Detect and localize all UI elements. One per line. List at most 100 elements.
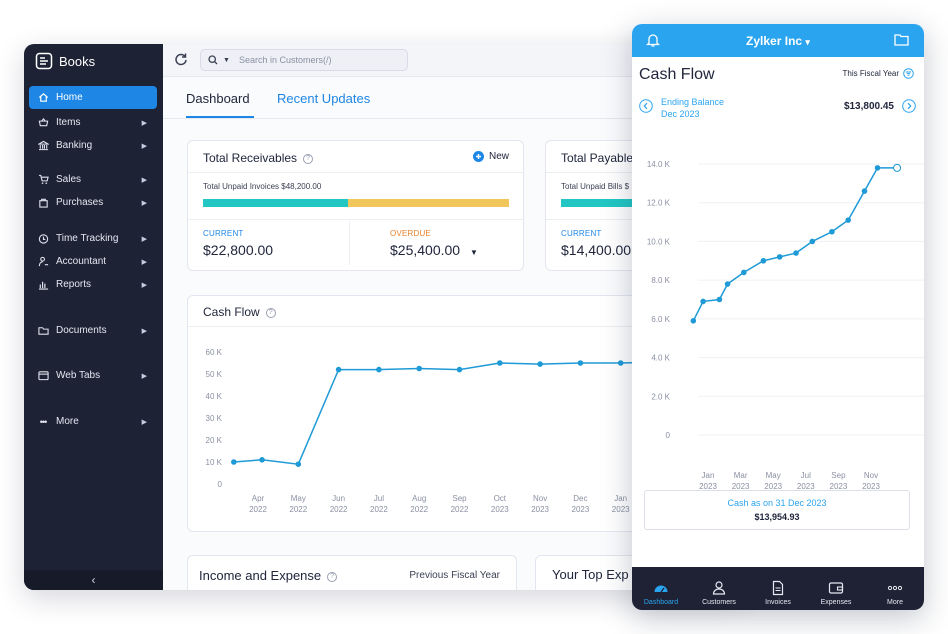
x-tick-label: Sep xyxy=(831,471,846,480)
tab-recent-updates[interactable]: Recent Updates xyxy=(277,91,370,106)
previous-period-icon[interactable] xyxy=(639,99,653,118)
ending-balance-amount: $13,800.45 xyxy=(843,101,894,112)
dashboard-icon xyxy=(632,580,690,596)
help-icon[interactable]: ? xyxy=(327,571,338,582)
x-tick-year-label: 2022 xyxy=(330,505,348,514)
tab-dashboard[interactable]: Dashboard xyxy=(186,91,250,106)
data-point xyxy=(874,165,881,171)
x-tick-label: May xyxy=(766,471,781,480)
data-point xyxy=(259,457,265,463)
mobile-cash-flow-title: Cash Flow xyxy=(639,66,715,83)
mobile-tab-label: Customers xyxy=(702,599,736,606)
folder-icon[interactable] xyxy=(894,33,909,51)
fiscal-period-label: This Fiscal Year xyxy=(842,69,899,78)
income-expense-card: Income and Expense? Previous Fiscal Year xyxy=(187,555,517,590)
sidebar-item-label: Reports xyxy=(56,279,92,290)
x-tick-label: Jul xyxy=(801,471,811,480)
bell-icon[interactable] xyxy=(645,32,661,53)
x-tick-label: Apr xyxy=(252,494,265,503)
company-switcher[interactable]: Zylker Inc ▾ xyxy=(632,34,924,48)
amount-divider xyxy=(349,221,350,265)
fiscal-period-filter[interactable]: This Fiscal Year xyxy=(843,68,914,79)
ending-balance-label: Ending Balance xyxy=(661,97,725,107)
sidebar-item-web-tabs[interactable]: Web Tabs ▶ xyxy=(29,364,157,387)
refresh-icon[interactable] xyxy=(174,52,188,71)
data-point xyxy=(376,366,382,373)
mobile-tab-dashboard[interactable]: Dashboard xyxy=(632,580,690,606)
payables-current-label: CURRENT xyxy=(561,229,602,238)
data-point xyxy=(537,361,543,367)
chevron-right-icon: ▶ xyxy=(141,142,147,150)
sidebar-item-accountant[interactable]: Accountant ▶ xyxy=(29,250,157,273)
sidebar-item-sales[interactable]: Sales ▶ xyxy=(29,168,157,191)
period-selector[interactable]: Previous Fiscal Year xyxy=(409,570,500,581)
sidebar-item-label: Home xyxy=(56,92,83,103)
sidebar-item-documents[interactable]: Documents ▶ xyxy=(29,319,157,342)
y-tick-label: 60 K xyxy=(206,348,223,357)
sidebar-item-more[interactable]: ••• More ▶ xyxy=(29,410,157,433)
mobile-tab-customers[interactable]: Customers xyxy=(690,580,748,606)
ending-balance-period: Dec 2023 xyxy=(661,109,700,119)
sidebar-item-items[interactable]: Items ▶ xyxy=(29,111,157,134)
more-dots-icon xyxy=(866,580,924,596)
chevron-right-icon: ▶ xyxy=(141,119,147,127)
cash-as-on-box: Cash as on 31 Dec 2023 $13,954.93 xyxy=(644,490,910,530)
brand[interactable]: Books xyxy=(35,52,95,70)
y-tick-label: 2.0 K xyxy=(651,392,670,401)
data-point xyxy=(700,298,706,305)
data-point xyxy=(617,360,624,366)
search-filter-caret-icon[interactable]: ▼ xyxy=(223,56,230,64)
cash-flow-title: Cash Flow? xyxy=(203,305,276,319)
cash-flow-line xyxy=(233,361,662,466)
caret-down-icon: ▼ xyxy=(469,248,478,257)
mobile-tab-invoices[interactable]: Invoices xyxy=(749,580,807,606)
books-logo-icon xyxy=(35,52,53,70)
new-receivable-button[interactable]: New xyxy=(472,151,509,162)
help-icon[interactable]: ? xyxy=(303,153,314,164)
mobile-tab-more[interactable]: More xyxy=(866,580,924,606)
next-period-icon[interactable] xyxy=(902,99,916,118)
mobile-tab-bar: Dashboard Customers Invoices Expenses Mo… xyxy=(632,567,924,610)
data-point xyxy=(776,254,783,260)
income-expense-title: Income and Expense? xyxy=(199,568,338,583)
sidebar-item-home[interactable]: Home xyxy=(29,86,157,109)
data-point xyxy=(577,360,584,366)
x-tick-year-label: 2022 xyxy=(451,505,469,514)
cash-as-on-amount: $13,954.93 xyxy=(754,512,800,522)
mobile-tab-expenses[interactable]: Expenses xyxy=(807,580,865,606)
sidebar-item-label: Documents xyxy=(56,325,107,336)
help-icon[interactable]: ? xyxy=(265,307,276,318)
mobile-tab-label: Dashboard xyxy=(643,599,679,606)
chevron-right-icon: ▶ xyxy=(141,199,147,207)
x-tick-label: Jan xyxy=(702,471,715,480)
y-tick-label: 14.0 K xyxy=(647,160,671,169)
filter-icon xyxy=(903,68,914,79)
chevron-right-icon: ▶ xyxy=(141,418,147,426)
data-point xyxy=(861,188,868,194)
cart-icon xyxy=(36,174,50,185)
caret-down-icon: ▾ xyxy=(805,37,810,47)
search-input[interactable]: ▼ Search in Customers(/) xyxy=(200,49,408,71)
sidebar-item-time-tracking[interactable]: Time Tracking ▶ xyxy=(29,227,157,250)
sidebar-item-banking[interactable]: Banking ▶ xyxy=(29,134,157,157)
chevron-right-icon: ▶ xyxy=(141,372,147,380)
company-name: Zylker Inc xyxy=(746,34,803,48)
sidebar-item-purchases[interactable]: Purchases ▶ xyxy=(29,191,157,214)
sidebar-item-reports[interactable]: Reports ▶ xyxy=(29,273,157,296)
sidebar-item-label: Banking xyxy=(56,140,93,151)
overdue-amount[interactable]: $25,400.00 ▼ xyxy=(390,242,478,258)
x-tick-label: Nov xyxy=(864,471,878,480)
sidebar-collapse-button[interactable]: ‹ xyxy=(24,570,163,590)
x-tick-year-label: 2023 xyxy=(491,505,509,514)
dots-icon: ••• xyxy=(39,416,47,427)
plus-circle-icon xyxy=(472,151,484,162)
mobile-tab-label: More xyxy=(887,599,903,606)
receivables-progress-bar xyxy=(203,199,509,207)
top-expenses-title: Your Top Exp xyxy=(552,567,629,582)
unpaid-invoices-text: Total Unpaid Invoices $48,200.00 xyxy=(203,182,322,191)
bar-chart-icon xyxy=(36,279,50,290)
x-tick-label: Dec xyxy=(573,494,587,503)
basket-icon xyxy=(36,117,50,128)
search-icon xyxy=(208,55,218,65)
ending-balance-block: Ending Balance Dec 2023 xyxy=(661,96,724,120)
